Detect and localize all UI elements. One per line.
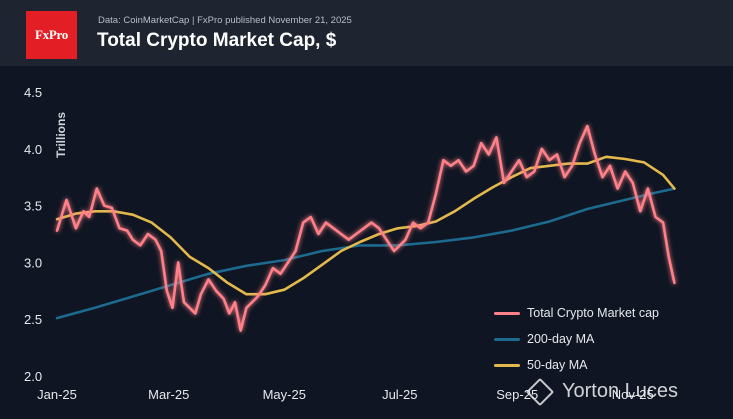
x-axis: Jan-25 Mar-25 May-25 Jul-25 Sep-25 Nov-25: [37, 387, 654, 402]
series-line-50-day-ma: [55, 155, 676, 296]
fxpro-logo: FxPro: [26, 11, 77, 59]
legend-item-market-cap: Total Crypto Market cap: [494, 300, 659, 326]
y-tick-label: 4.5: [24, 85, 42, 100]
x-tick-label: Sep-25: [496, 387, 538, 402]
series-line-200-day-ma: [55, 187, 676, 320]
diamond-logo-icon: [525, 377, 555, 406]
legend: Total Crypto Market cap 200-day MA 50-da…: [494, 300, 659, 378]
x-tick-label: Jan-25: [37, 387, 77, 402]
legend-swatch-50-day-ma: [494, 363, 520, 367]
y-tick-label: 3.0: [24, 255, 42, 270]
x-tick-label: Jul-25: [382, 387, 417, 402]
legend-label: 50-day MA: [527, 358, 588, 372]
legend-item-200-day-ma: 200-day MA: [494, 326, 659, 352]
x-tick-label: Mar-25: [148, 387, 189, 402]
y-axis-title: Trillions: [54, 111, 68, 158]
y-axis: 2.0 2.5 3.0 3.5 4.0 4.5: [24, 85, 42, 384]
y-tick-label: 3.5: [24, 199, 42, 214]
y-tick-label: 4.0: [24, 142, 42, 157]
chart-title: Total Crypto Market Cap, $: [97, 30, 337, 51]
watermark-text: Yorton Luces: [562, 380, 679, 402]
series-layer: [55, 124, 676, 332]
header: FxPro Data: CoinMarketCap | FxPro publis…: [0, 0, 733, 66]
x-tick-label: Nov-25: [612, 387, 654, 402]
y-tick-label: 2.5: [24, 312, 42, 327]
chart-area: 2.0 2.5 3.0 3.5 4.0 4.5 Jan-25 Mar-25 May-25 Jul…: [24, 85, 676, 402]
y-tick-label: 2.0: [24, 369, 42, 384]
watermark: Yorton Luces: [525, 377, 679, 406]
legend-swatch-market-cap: [494, 311, 520, 315]
legend-label: Total Crypto Market cap: [527, 306, 659, 320]
legend-label: 200-day MA: [527, 332, 595, 346]
legend-item-50-day-ma: 50-day MA: [494, 352, 659, 378]
x-tick-label: May-25: [263, 387, 306, 402]
series-line-market-cap: [55, 124, 676, 332]
source-caption: Data: CoinMarketCap | FxPro published No…: [98, 15, 352, 26]
legend-swatch-200-day-ma: [494, 337, 520, 341]
